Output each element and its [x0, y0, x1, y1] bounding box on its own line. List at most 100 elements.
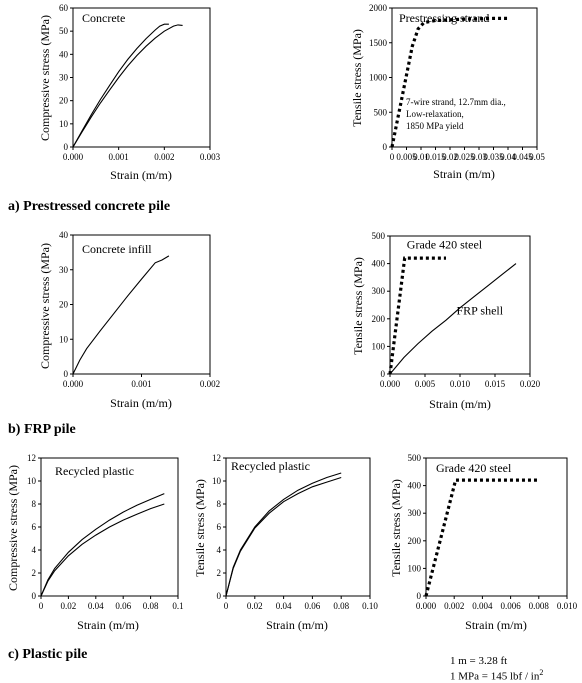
plot-frame — [225, 457, 371, 597]
x-tick-label: 0.10 — [362, 601, 378, 611]
x-tick-label: 0.06 — [305, 601, 321, 611]
x-tick-label: 0.004 — [472, 601, 493, 611]
x-tick-label: 0 — [39, 601, 44, 611]
y-tick-label: 1500 — [369, 38, 388, 48]
series-line — [72, 24, 183, 148]
y-tick-label: 10 — [59, 119, 69, 129]
y-tick-label: 8 — [32, 499, 37, 509]
y-tick-label: 0 — [64, 142, 69, 152]
y-axis-label: Tensile stress (MPa) — [350, 29, 364, 127]
plot-area: 0 0.02 0.04 0.06 0.08 0.1 0 2 4 6 8 10 12 — [27, 453, 184, 611]
x-tick-label: 0.02 — [442, 152, 458, 162]
y-tick-label: 0 — [217, 591, 222, 601]
annotation-line-3: 1850 MPa yield — [406, 121, 464, 131]
conversion-mpa-superscript: 2 — [539, 668, 544, 677]
y-axis-label: Tensile stress (MPa) — [351, 257, 365, 355]
y-tick-label: 2 — [217, 568, 222, 578]
y-tick-label: 500 — [408, 453, 422, 463]
series-line — [40, 493, 165, 597]
x-tick-label: 0.015 — [425, 152, 446, 162]
chart-prestressing-strand: 0 0.0050.010.0150.020.0250.030.0350.040.0… — [350, 3, 545, 181]
series-line — [390, 16, 508, 148]
y-tick-label: 12 — [212, 453, 221, 463]
section-label-a: a) Prestressed concrete pile — [8, 199, 171, 214]
chart-steel-plastic: 0.000 0.002 0.004 0.006 0.008 0.010 0 100 200 300… — [389, 453, 578, 632]
x-tick-label: 0.006 — [500, 601, 521, 611]
y-tick-label: 0 — [32, 591, 37, 601]
x-tick-label: 0.000 — [63, 152, 84, 162]
x-tick-label: 0.010 — [557, 601, 578, 611]
x-tick-label: 0.003 — [200, 152, 221, 162]
x-tick-label: 0.04 — [88, 601, 104, 611]
chart-frp-shell: 0.000 0.005 0.010 0.015 0.020 0 100 200 300 400 50… — [351, 231, 541, 411]
chart-title: Prestressing strand — [399, 11, 489, 25]
x-tick-label: 0.002 — [154, 152, 174, 162]
x-tick-label: 0.005 — [415, 379, 436, 389]
y-tick-label: 40 — [59, 49, 69, 59]
series-line — [72, 23, 169, 148]
y-tick-label: 200 — [372, 314, 386, 324]
series-line — [225, 476, 342, 597]
x-tick-label: 0.06 — [115, 601, 131, 611]
y-tick-label: 0 — [64, 369, 69, 379]
plot-area: 0.000 0.001 0.002 0 10 20 30 40 — [59, 230, 220, 389]
x-axis-label: Strain (m/m) — [465, 618, 527, 632]
series-label: Grade 420 steel — [407, 237, 483, 251]
series-line — [72, 255, 170, 375]
unit-conversion-note: 1 m = 3.28 ft 1 MPa = 145 lbf / in2 — [450, 655, 543, 683]
y-axis-label: Compressive stress (MPa) — [6, 465, 20, 591]
x-tick-label: 0.025 — [454, 152, 475, 162]
chart-title: Recycled plastic — [231, 459, 310, 473]
chart-plastic-tensile: 0 0.02 0.04 0.06 0.08 0.10 0 2 4 6 8 10 12 Recycled … — [193, 453, 378, 632]
x-tick-label: 0.000 — [380, 379, 401, 389]
section-label-c: c) Plastic pile — [8, 647, 88, 662]
x-axis-label: Strain (m/m) — [429, 397, 491, 411]
x-tick-label: 0.02 — [247, 601, 263, 611]
y-tick-label: 300 — [372, 286, 386, 296]
x-tick-label: 0.04 — [276, 601, 292, 611]
x-tick-label: 0.001 — [131, 379, 151, 389]
x-axis-label: Strain (m/m) — [110, 396, 172, 410]
y-tick-label: 2 — [32, 568, 37, 578]
y-tick-label: 6 — [217, 522, 222, 532]
chart-plastic-compressive: 0 0.02 0.04 0.06 0.08 0.1 0 2 4 6 8 10 12 Recycled p… — [6, 453, 184, 632]
x-tick-label: 0 — [390, 152, 395, 162]
conversion-mpa-text: 1 MPa = 145 lbf / in — [450, 670, 540, 683]
conversion-mpa: 1 MPa = 145 lbf / in2 — [450, 667, 543, 683]
x-tick-label: 0.01 — [413, 152, 429, 162]
y-tick-label: 10 — [27, 476, 37, 486]
x-axis-label: Strain (m/m) — [433, 167, 495, 181]
y-axis-label: Tensile stress (MPa) — [389, 479, 403, 577]
plot-area: 0.000 0.002 0.004 0.006 0.008 0.010 0 100 200 300… — [408, 453, 578, 611]
series-label: FRP shell — [457, 304, 504, 318]
x-axis-label: Strain (m/m) — [110, 168, 172, 182]
y-tick-label: 6 — [32, 522, 37, 532]
y-tick-label: 400 — [408, 481, 422, 491]
annotation-line-1: 7-wire strand, 12.7mm dia., — [406, 97, 506, 107]
y-tick-label: 200 — [408, 536, 422, 546]
y-tick-label: 2000 — [369, 3, 388, 13]
x-tick-label: 0.000 — [63, 379, 84, 389]
y-tick-label: 50 — [59, 26, 69, 36]
x-tick-label: 0.04 — [500, 152, 516, 162]
chart-title: Recycled plastic — [55, 464, 134, 478]
plot-area: 0.000 0.005 0.010 0.015 0.020 0 100 200 300 400 50… — [372, 231, 541, 389]
x-tick-label: 0.015 — [485, 379, 506, 389]
plot-area: 0 0.02 0.04 0.06 0.08 0.10 0 2 4 6 8 10 12 — [212, 453, 378, 611]
y-tick-label: 4 — [32, 545, 37, 555]
x-tick-label: 0.08 — [143, 601, 159, 611]
x-tick-label: 0.000 — [416, 601, 437, 611]
chart-title: Concrete — [82, 11, 125, 25]
y-tick-label: 100 — [408, 563, 422, 573]
plot-area: 0.000 0.001 0.002 0.003 0 10 20 30 40 50 60 — [59, 3, 221, 162]
x-tick-label: 0.020 — [520, 379, 541, 389]
y-tick-label: 500 — [372, 231, 386, 241]
x-axis-label: Strain (m/m) — [266, 618, 328, 632]
y-tick-label: 500 — [374, 107, 388, 117]
y-tick-label: 30 — [59, 73, 69, 83]
annotation-line-2: Low-relaxation, — [406, 109, 464, 119]
y-tick-label: 10 — [212, 476, 222, 486]
y-tick-label: 4 — [217, 545, 222, 555]
y-tick-label: 20 — [59, 96, 69, 106]
y-tick-label: 100 — [372, 341, 386, 351]
